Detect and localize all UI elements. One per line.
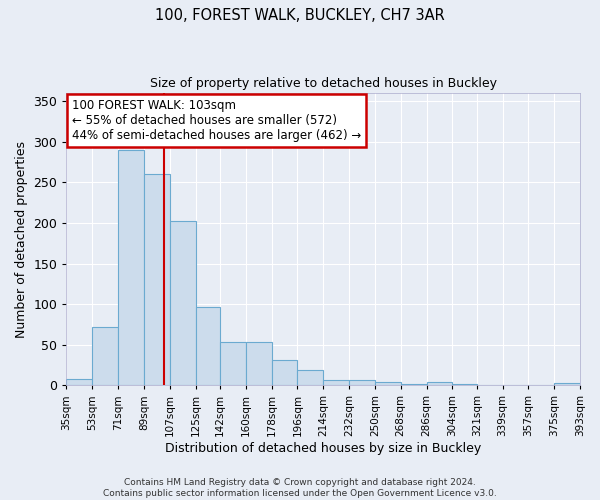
Bar bbox=[67, 379, 92, 386]
Text: Contains HM Land Registry data © Crown copyright and database right 2024.
Contai: Contains HM Land Registry data © Crown c… bbox=[103, 478, 497, 498]
Bar bbox=[220, 342, 246, 386]
Title: Size of property relative to detached houses in Buckley: Size of property relative to detached ho… bbox=[150, 78, 497, 90]
Bar bbox=[401, 384, 427, 386]
Bar bbox=[144, 174, 170, 386]
Bar bbox=[427, 382, 452, 386]
Bar bbox=[323, 380, 349, 386]
Text: 100 FOREST WALK: 103sqm
← 55% of detached houses are smaller (572)
44% of semi-d: 100 FOREST WALK: 103sqm ← 55% of detache… bbox=[71, 99, 361, 142]
Y-axis label: Number of detached properties: Number of detached properties bbox=[15, 140, 28, 338]
Bar bbox=[272, 360, 298, 386]
Text: 100, FOREST WALK, BUCKLEY, CH7 3AR: 100, FOREST WALK, BUCKLEY, CH7 3AR bbox=[155, 8, 445, 22]
Bar bbox=[375, 382, 401, 386]
X-axis label: Distribution of detached houses by size in Buckley: Distribution of detached houses by size … bbox=[165, 442, 481, 455]
Bar bbox=[196, 308, 220, 386]
Bar bbox=[349, 380, 375, 386]
Bar bbox=[118, 150, 144, 386]
Bar bbox=[298, 370, 323, 386]
Bar bbox=[554, 383, 580, 386]
Bar bbox=[170, 220, 196, 386]
Bar bbox=[92, 327, 118, 386]
Bar bbox=[246, 342, 272, 386]
Bar bbox=[452, 384, 477, 386]
